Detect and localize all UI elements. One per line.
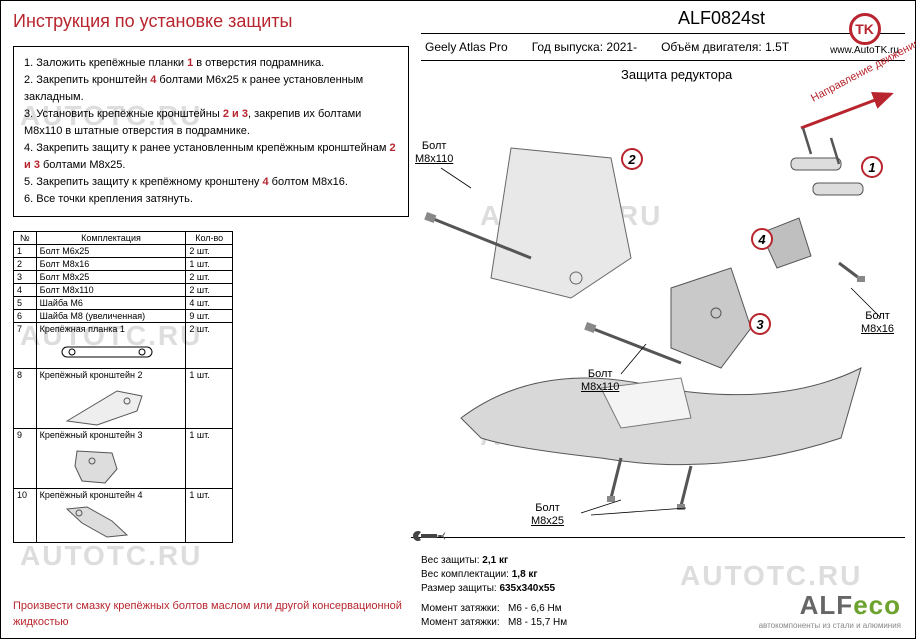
bom-table: № Комплектация Кол-во 1Болт М6х252 шт. 2… — [13, 231, 233, 543]
divider — [421, 60, 905, 61]
spec-row: Момент затяжки: М6 - 6,6 Нм — [421, 602, 567, 616]
table-row: 4Болт М8х1102 шт. — [14, 284, 233, 297]
footer-note: Произвести смазку крепёжных болтов масло… — [13, 599, 403, 630]
table-row: 7 Крепёжная планка 1 2 шт. — [14, 323, 233, 369]
spec-row: Момент затяжки: М8 - 15,7 Нм — [421, 616, 567, 630]
year-field: Год выпуска: 2021- — [532, 40, 637, 54]
instruction-step: 5. Закрепить защиту к крепёжному кронште… — [24, 174, 398, 191]
bolt-label: БолтМ8х16 — [861, 310, 894, 336]
page-title: Инструкция по установке защиты — [13, 11, 409, 32]
bolt-label: БолтМ8х110 — [581, 368, 619, 394]
table-row: 9 Крепёжный кронштейн 3 1 шт. — [14, 429, 233, 489]
spec-row: Вес комплектации: 1,8 кг — [421, 568, 567, 582]
part-plank-icon — [57, 337, 177, 367]
table-row: 2Болт М8х161 шт. — [14, 258, 233, 271]
brand-logo: ALFeco автокомпоненты из стали и алюмини… — [759, 590, 901, 630]
right-column: ALF0824st TK www.AutoTK.ru Geely Atlas P… — [421, 11, 905, 518]
spec-row: Размер защиты: 635х340х55 — [421, 582, 567, 596]
table-row: 6Шайба М8 (увеличенная)9 шт. — [14, 310, 233, 323]
engine-field: Объём двигателя: 1.5Т — [661, 40, 789, 54]
table-header-row: № Комплектация Кол-во — [14, 232, 233, 245]
part-bracket3-icon — [57, 441, 177, 487]
brand-tagline: автокомпоненты из стали и алюминия — [759, 621, 901, 630]
table-row: 10 Крепёжный кронштейн 4 1 шт. — [14, 489, 233, 543]
instruction-step: 6. Все точки крепления затянуть. — [24, 191, 398, 208]
spec-row: Вес защиты: 2,1 кг — [421, 554, 567, 568]
sku-code: ALF0824st — [678, 8, 765, 29]
callout-1: 1 — [861, 156, 883, 178]
instruction-step: 2. Закрепить кронштейн 4 болтами М6х25 к… — [24, 72, 398, 106]
callout-2: 2 — [621, 148, 643, 170]
divider — [411, 537, 905, 538]
brand-text: ALFeco — [759, 590, 901, 621]
bom-col-n: № — [14, 232, 37, 245]
instructions-box: 1. Заложить крепёжные планки 1 в отверст… — [13, 46, 409, 217]
table-row: 1Болт М6х252 шт. — [14, 245, 233, 258]
page-frame: Инструкция по установке защиты 1. Заложи… — [0, 0, 916, 639]
instruction-step: 1. Заложить крепёжные планки 1 в отверст… — [24, 55, 398, 72]
instruction-step: 4. Закрепить защиту к ранее установленны… — [24, 140, 398, 174]
specs-block: Вес защиты: 2,1 кг Вес комплектации: 1,8… — [421, 554, 567, 630]
table-row: 3Болт М8х252 шт. — [14, 271, 233, 284]
bolt-label: БолтМ8х110 — [415, 140, 453, 166]
logo-circle-icon: TK — [849, 13, 881, 45]
model-label: Geely Atlas Pro — [425, 40, 508, 54]
part-bracket4-icon — [57, 501, 177, 541]
callout-3: 3 — [749, 313, 771, 335]
part-bracket2-icon — [57, 381, 177, 427]
bom-col-qty: Кол-во — [186, 232, 233, 245]
table-row: 8 Крепёжный кронштейн 2 1 шт. — [14, 369, 233, 429]
bom-col-name: Комплектация — [36, 232, 186, 245]
diagram-svg — [421, 88, 901, 518]
bolt-label: БолтМ8х25 — [531, 502, 564, 528]
wrench-icon — [411, 529, 447, 548]
callout-4: 4 — [751, 228, 773, 250]
site-logo: TK www.AutoTK.ru — [830, 13, 899, 56]
instruction-step: 3. Установить крепёжные кронштейны 2 и 3… — [24, 106, 398, 140]
left-column: Инструкция по установке защиты 1. Заложи… — [13, 11, 409, 543]
table-row: 5Шайба М64 шт. — [14, 297, 233, 310]
exploded-diagram: Направление движения — [421, 88, 901, 518]
